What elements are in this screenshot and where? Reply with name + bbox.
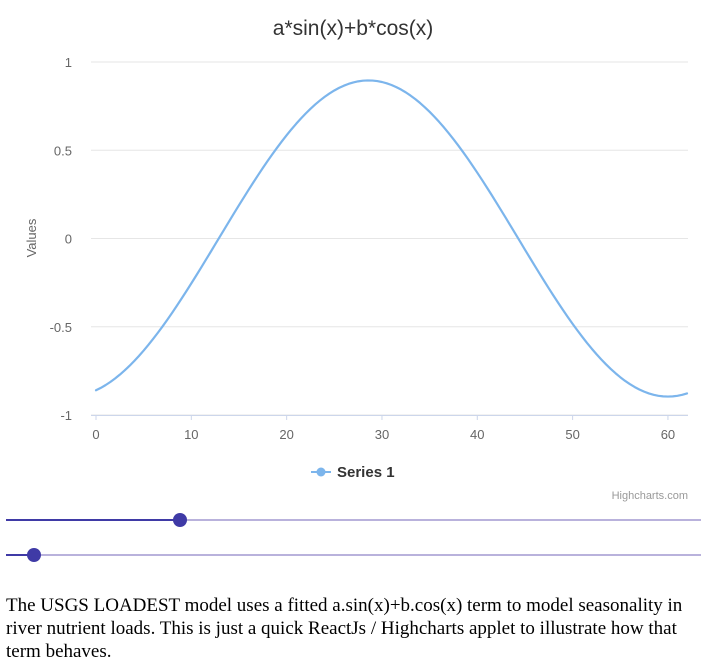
y-tick-label: 1 [65, 55, 72, 70]
description-text: The USGS LOADEST model uses a fitted a.s… [6, 595, 683, 662]
grid-lines [91, 61, 688, 416]
x-tick-label: 30 [375, 427, 389, 442]
y-tick-label: -1 [60, 408, 72, 423]
legend-item-series-1[interactable]: Series 1 [311, 464, 395, 481]
y-tick-label: -0.5 [50, 320, 72, 335]
x-tick-label: 40 [470, 427, 484, 442]
slider-a-track[interactable] [6, 519, 701, 521]
y-tick-label: 0 [65, 232, 72, 247]
x-tick-label: 10 [184, 427, 198, 442]
slider-b-track[interactable] [6, 554, 701, 556]
chart-title: a*sin(x)+b*cos(x) [273, 17, 433, 40]
x-tick-label: 0 [92, 427, 99, 442]
line-chart: a*sin(x)+b*cos(x) 1 0.5 0 -0.5 -1 0 10 20 30 40 5… [24, 17, 689, 502]
series-1-line[interactable] [94, 79, 689, 398]
x-axis-ticks: 0 10 20 30 40 50 60 [91, 415, 688, 442]
credits-link[interactable]: Highcharts.com [612, 490, 688, 502]
slider-a[interactable] [6, 513, 701, 527]
x-tick-label: 50 [565, 427, 579, 442]
slider-b[interactable] [6, 548, 701, 562]
slider-a-fill [6, 519, 180, 521]
slider-a-thumb[interactable] [172, 513, 187, 527]
legend-marker-icon [316, 467, 326, 477]
y-axis-label: Values [24, 218, 39, 257]
y-axis-ticks: 1 0.5 0 -0.5 -1 [50, 55, 72, 423]
slider-b-thumb[interactable] [26, 548, 41, 562]
slider-b-fill [6, 554, 34, 556]
x-tick-label: 20 [279, 427, 293, 442]
y-tick-label: 0.5 [54, 143, 72, 158]
legend-label: Series 1 [337, 464, 395, 481]
x-tick-label: 60 [661, 427, 675, 442]
